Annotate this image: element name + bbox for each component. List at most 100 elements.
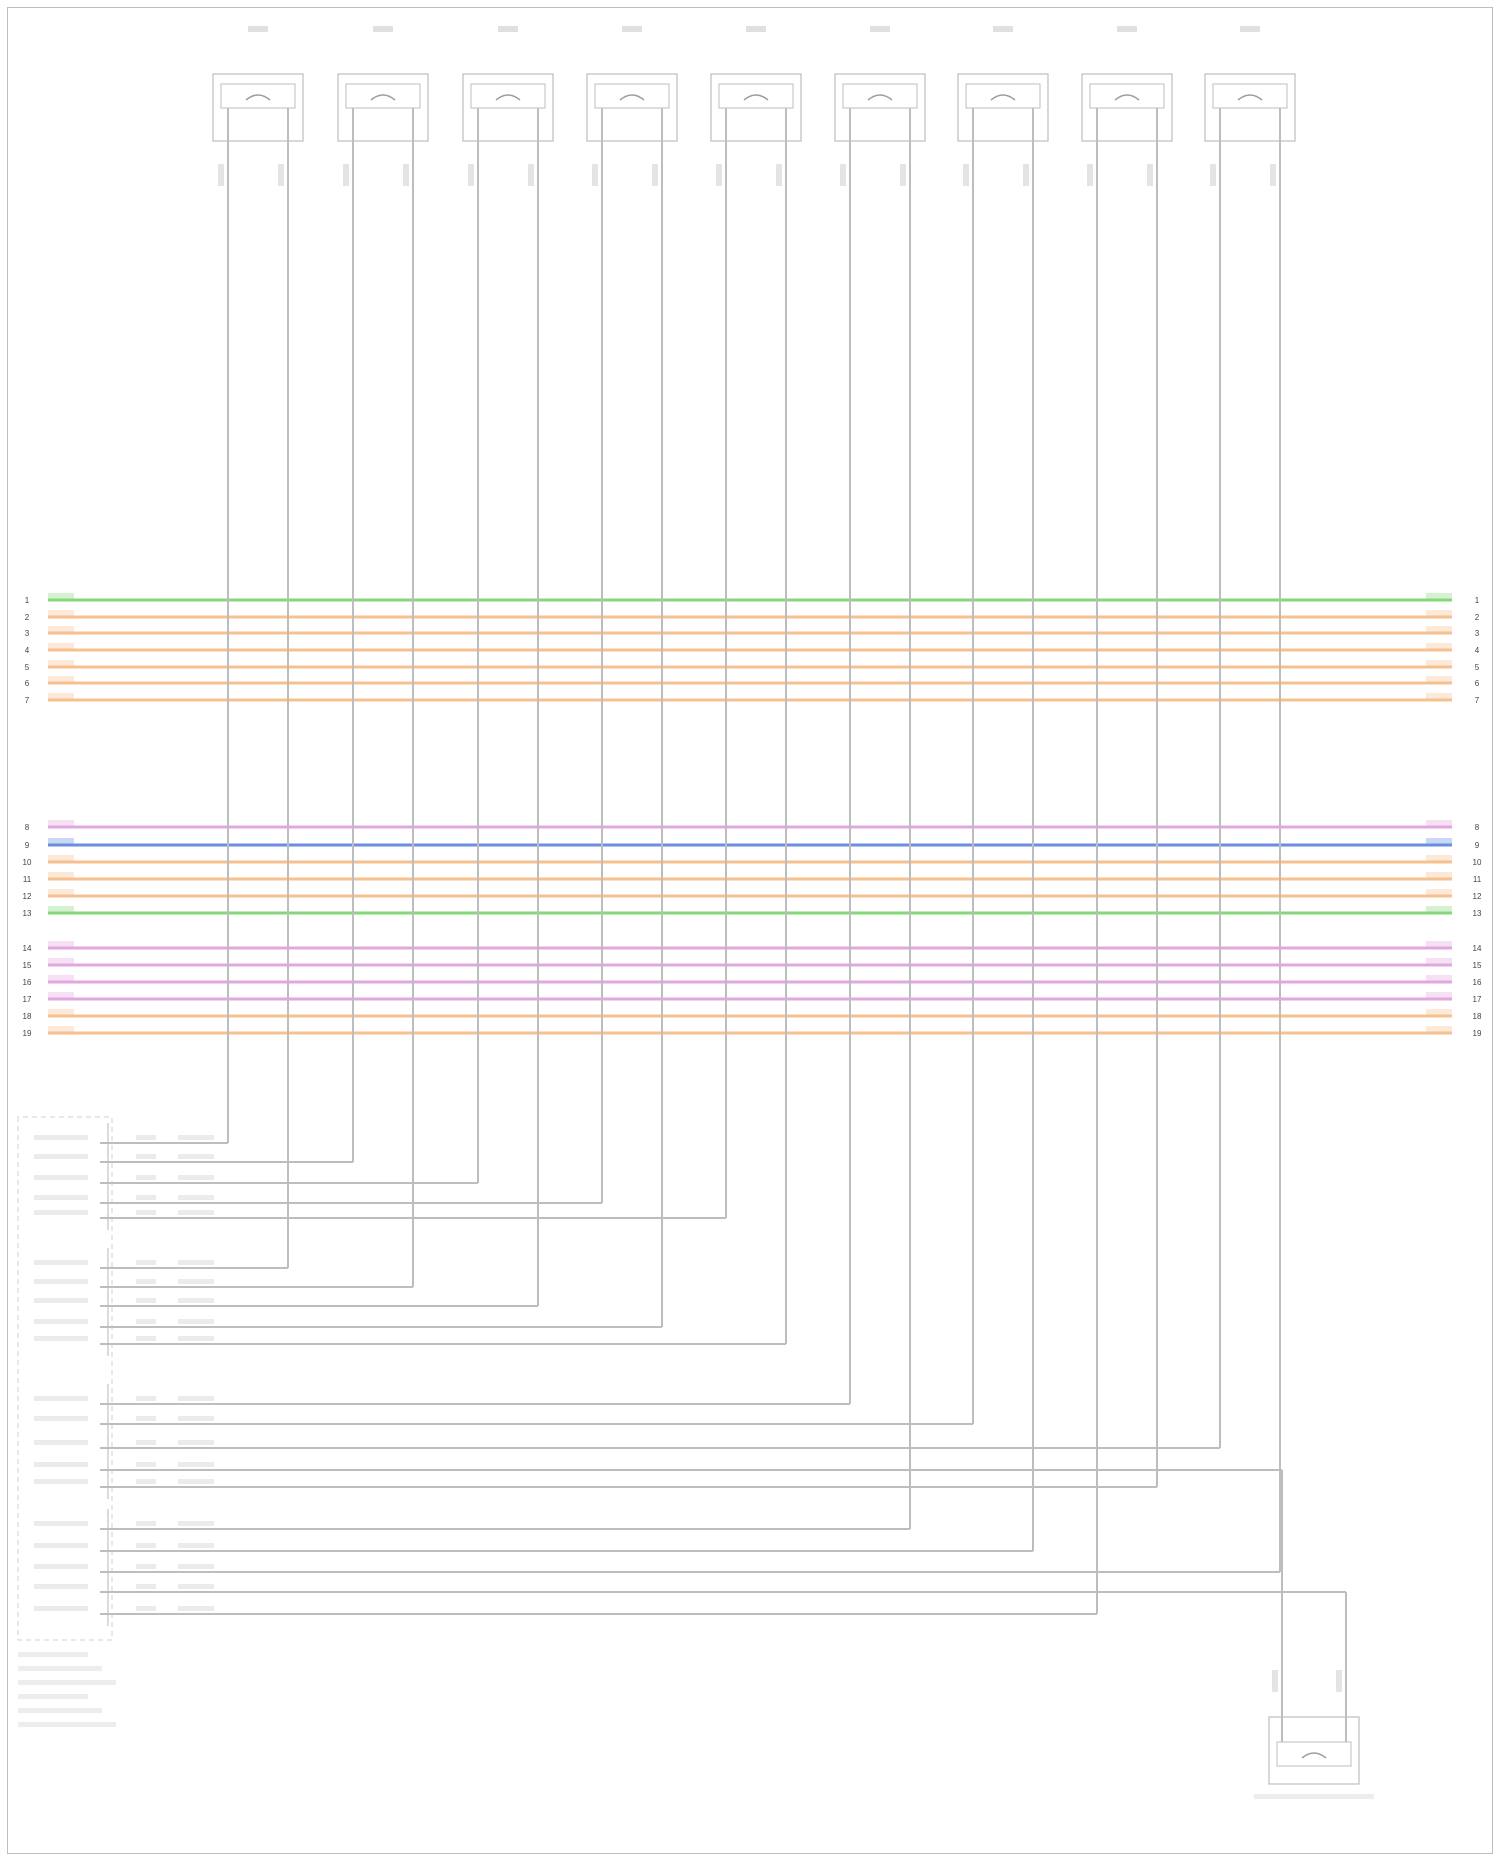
circuit-tag (178, 1260, 214, 1265)
connector-row (34, 1606, 1097, 1615)
wire-code-tag-left (48, 838, 74, 844)
harness-pin-right: 16 (1473, 978, 1482, 987)
wire-code-tag-right (1426, 975, 1452, 981)
wire-code-tag-right (1426, 610, 1452, 616)
sensor-5 (710, 26, 802, 1344)
sensor-inner-box (345, 83, 421, 109)
module-name-tag (18, 1694, 88, 1699)
module-outline (17, 1116, 113, 1641)
harness-pin-right: 15 (1473, 961, 1482, 970)
wire-color-tag (136, 1319, 156, 1324)
circuit-tag (178, 1543, 214, 1548)
connector-row (34, 1298, 538, 1307)
sensor-pin-tag (1272, 1670, 1278, 1692)
sensor-label-bar (373, 26, 393, 32)
harness-pin-left: 15 (23, 961, 32, 970)
wire-code-tag-right (1426, 1009, 1452, 1015)
sensor-label-bar (622, 26, 642, 32)
wire-code-tag-right (1426, 906, 1452, 912)
signal-name-tag (34, 1135, 88, 1140)
connector-row (34, 1210, 726, 1219)
harness-pin-left: 10 (23, 858, 32, 867)
wire-color-tag (136, 1279, 156, 1284)
circuit-tag (178, 1416, 214, 1421)
wire-code-tag-left (48, 855, 74, 861)
harness-pin-right: 7 (1475, 696, 1480, 705)
wire-color-tag (136, 1479, 156, 1484)
circuit-tag (178, 1154, 214, 1159)
signal-name-tag (34, 1584, 88, 1589)
sensor-pin-tag (343, 164, 349, 186)
sensor-row (212, 26, 1296, 1614)
sensor-label-bar (746, 26, 766, 32)
harness-pin-right: 12 (1473, 892, 1482, 901)
signal-name-tag (34, 1210, 88, 1215)
wire-code-tag-left (48, 693, 74, 699)
signal-name-tag (34, 1440, 88, 1445)
connector-block-1 (34, 1123, 726, 1230)
wire-color-tag (136, 1584, 156, 1589)
wire-color-tag (136, 1543, 156, 1548)
wire-code-tag-right (1426, 660, 1452, 666)
signal-name-tag (34, 1416, 88, 1421)
sensor-pin-tag (403, 164, 409, 186)
module-name-tag (18, 1666, 102, 1671)
wire-code-tag-left (48, 872, 74, 878)
sensor-8 (1081, 26, 1173, 1614)
harness-pin-right: 13 (1473, 909, 1482, 918)
module-name-tag (18, 1708, 102, 1713)
harness-group-2: 8 8 9 9 10 10 11 11 12 12 13 13 (23, 820, 1482, 918)
signal-name-tag (34, 1336, 88, 1341)
harness-pin-right: 3 (1475, 629, 1480, 638)
wire-color-tag (136, 1462, 156, 1467)
sensor-pin-tag (900, 164, 906, 186)
sensor-inner-box (842, 83, 918, 109)
harness-pin-left: 4 (25, 646, 30, 655)
connector-block-2 (34, 1248, 786, 1356)
harness-pin-left: 9 (25, 841, 30, 850)
wire-code-tag-left (48, 958, 74, 964)
connector-row (34, 1396, 850, 1405)
sensor-3 (462, 26, 554, 1306)
wire-code-tag-right (1426, 820, 1452, 826)
sensor-pin-tag (1270, 164, 1276, 186)
wire-code-tag-left (48, 941, 74, 947)
sensor-inner-box (594, 83, 670, 109)
wire-color-tag (136, 1416, 156, 1421)
circuit-tag (178, 1584, 214, 1589)
signal-name-tag (34, 1396, 88, 1401)
wire-color-tag (136, 1396, 156, 1401)
harness-pin-left: 5 (25, 663, 30, 672)
wire-code-tag-right (1426, 1026, 1452, 1032)
sensor-symbol (370, 94, 396, 101)
wire-color-tag (136, 1210, 156, 1215)
sensor-inner-box (965, 83, 1041, 109)
wire-code-tag-right (1426, 889, 1452, 895)
connector-row (34, 1154, 353, 1163)
harness-pin-right: 17 (1473, 995, 1482, 1004)
circuit-tag (178, 1396, 214, 1401)
signal-name-tag (34, 1606, 88, 1611)
connector-row (34, 1564, 1280, 1573)
harness-pin-right: 9 (1475, 841, 1480, 850)
sensor-label-bar (1254, 1794, 1374, 1799)
wire-code-tag-left (48, 1009, 74, 1015)
harness-pin-left: 6 (25, 679, 30, 688)
sensor-inner-box (1212, 83, 1288, 109)
wire-code-tag-right (1426, 643, 1452, 649)
wire-color-tag (136, 1135, 156, 1140)
sensor-inner-box (470, 83, 546, 109)
circuit-tag (178, 1440, 214, 1445)
signal-name-tag (34, 1175, 88, 1180)
sensor-inner-box (1089, 83, 1165, 109)
sensor-pin-tag (1147, 164, 1153, 186)
harness-pin-left: 14 (23, 944, 32, 953)
connector-row (34, 1135, 228, 1144)
sensor-label-bar (248, 26, 268, 32)
connector-block-3 (34, 1384, 1282, 1499)
sensor-7 (957, 26, 1049, 1551)
circuit-tag (178, 1279, 214, 1284)
control-module (17, 1116, 1346, 1727)
sensor-pin-tag (716, 164, 722, 186)
